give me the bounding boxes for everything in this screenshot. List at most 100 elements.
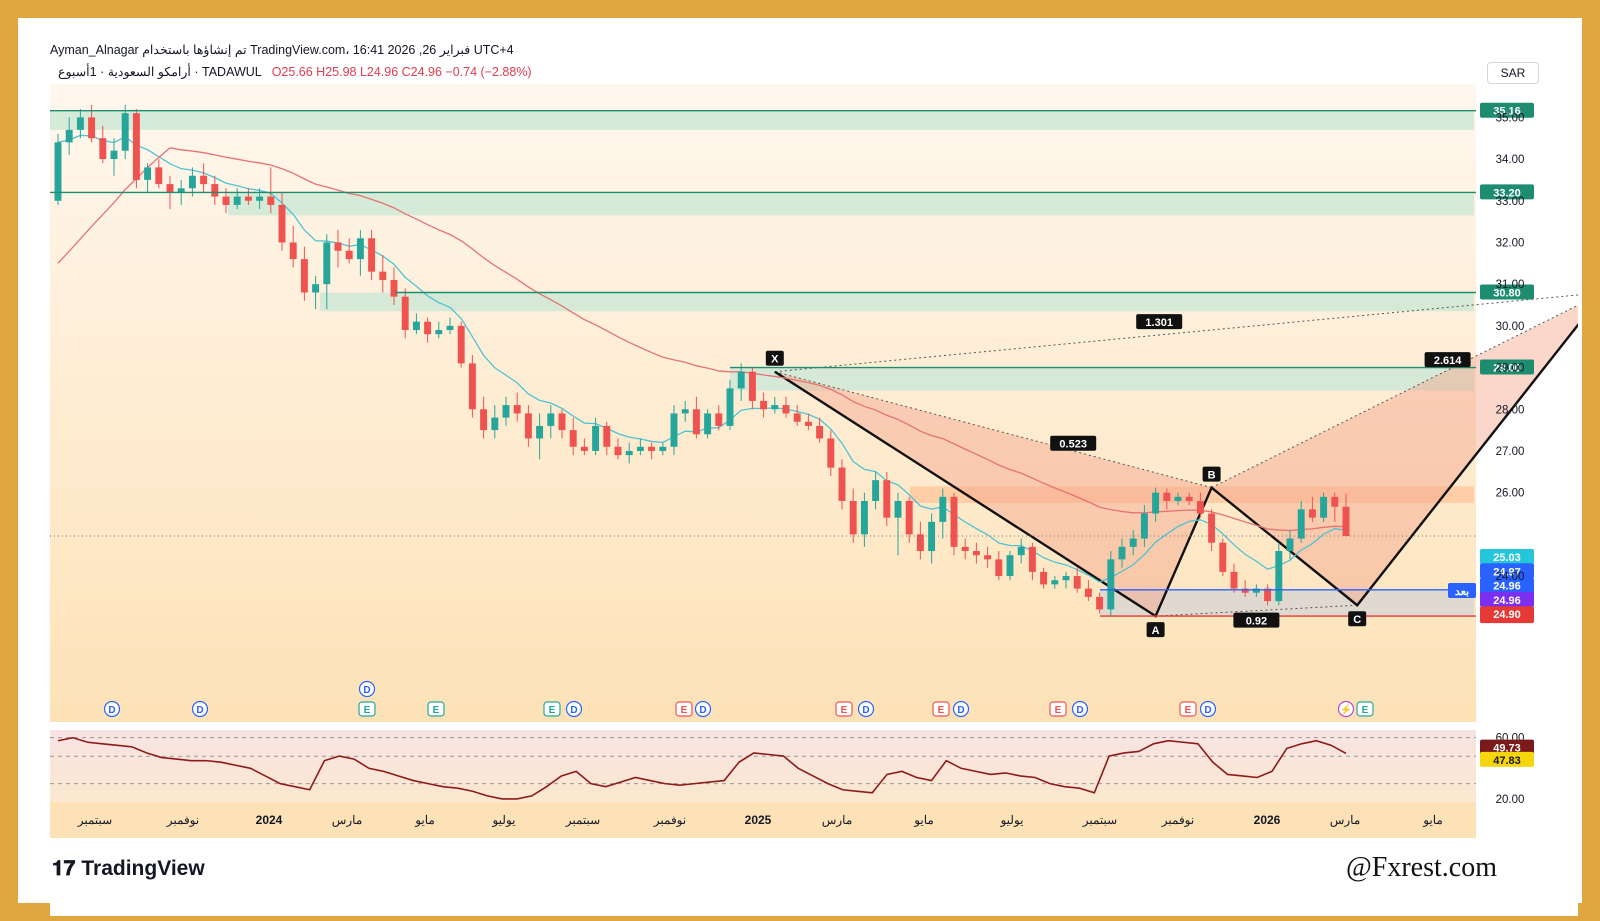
candle	[1264, 584, 1272, 606]
event-label: D	[1204, 705, 1211, 716]
event-marker[interactable]: E	[427, 701, 445, 717]
ratio-label-1: 0.92	[1246, 616, 1267, 628]
event-marker[interactable]: E	[358, 701, 376, 717]
candle	[480, 396, 488, 439]
level-badge-0: 35.16	[1493, 106, 1521, 118]
event-D-circle	[103, 700, 121, 718]
event-marker[interactable]: E	[835, 701, 853, 717]
event-marker[interactable]: E	[932, 701, 950, 717]
event-label: D	[957, 705, 964, 716]
event-marker[interactable]: E	[1179, 701, 1197, 717]
candle-body	[625, 450, 633, 456]
currency-button[interactable]: SAR	[1487, 62, 1539, 84]
ratio-label-3-bg	[1136, 314, 1183, 330]
event-marker[interactable]: D	[1199, 700, 1217, 718]
x-tick-5: يوليو	[491, 813, 515, 827]
event-label: E	[841, 705, 848, 716]
candle	[547, 405, 555, 439]
candle	[379, 254, 387, 293]
candle-body	[345, 250, 353, 260]
event-label: D	[570, 705, 577, 716]
event-marker[interactable]: E	[1356, 701, 1374, 717]
candle-body	[446, 325, 454, 331]
event-label: E	[1362, 705, 1369, 716]
candle	[1152, 487, 1160, 522]
event-D-circle	[191, 700, 209, 718]
candle	[289, 225, 297, 268]
x-tick-11: يوليو	[999, 813, 1023, 827]
candle	[1107, 551, 1115, 617]
candle-body	[793, 413, 801, 422]
candle-body	[244, 196, 252, 201]
candle-body	[356, 238, 364, 260]
candle-body	[1297, 509, 1305, 539]
event-marker[interactable]: ⚡	[1337, 700, 1355, 718]
candle-body	[1308, 509, 1316, 518]
candle	[961, 538, 969, 560]
candle-body	[1185, 496, 1193, 501]
point-B: B	[1208, 470, 1216, 482]
candle-body	[928, 521, 936, 552]
candle-body	[323, 242, 331, 285]
point-A: A	[1152, 625, 1160, 637]
event-label: E	[938, 705, 945, 716]
y-tick-4: 31.00	[1496, 279, 1525, 291]
event-marker[interactable]: D	[565, 700, 583, 718]
candle-body	[121, 113, 129, 151]
candle	[1017, 538, 1025, 564]
event-marker[interactable]: D	[191, 700, 209, 718]
candle-body	[782, 405, 790, 414]
event-marker[interactable]: D	[358, 680, 376, 698]
event-D-circle	[1071, 700, 1089, 718]
event-marker[interactable]: D	[1071, 700, 1089, 718]
price-badge-2-bg	[1480, 577, 1534, 593]
candle-body	[950, 496, 958, 547]
point-B-bg	[1202, 466, 1221, 482]
price-chart[interactable]: 35.1633.2030.8029.0023.6723.0425.0324.97…	[50, 38, 1578, 838]
y-tick-8: 27.00	[1496, 446, 1525, 458]
candle	[569, 417, 577, 456]
event-D-circle	[857, 700, 875, 718]
event-marker[interactable]: D	[857, 700, 875, 718]
price-badge-4-bg	[1480, 606, 1534, 622]
x-tick-9: مارس	[822, 813, 853, 827]
candle	[1208, 509, 1216, 552]
candle-body	[1140, 513, 1148, 539]
event-marker[interactable]: D	[952, 700, 970, 718]
candle-body	[614, 446, 622, 456]
candle-body	[939, 496, 947, 522]
candle-body	[580, 446, 588, 451]
candle	[872, 471, 880, 510]
event-marker[interactable]: E	[675, 701, 693, 717]
candle	[1241, 580, 1249, 597]
level-badge-2: 30.80	[1493, 287, 1521, 299]
candle-body	[1163, 492, 1171, 501]
event-D-circle	[952, 700, 970, 718]
candle	[155, 159, 163, 189]
candle-body	[1286, 538, 1294, 552]
price-badge-0-bg	[1480, 549, 1534, 564]
candle-body	[569, 430, 577, 447]
event-E-box	[1179, 701, 1197, 717]
candle	[1084, 580, 1092, 602]
candle	[356, 229, 364, 276]
candle-body	[1264, 588, 1272, 602]
event-marker[interactable]: E	[1049, 701, 1067, 717]
candle-body	[278, 204, 286, 243]
ratio-label-2-bg	[1424, 352, 1471, 368]
symbol-name[interactable]: أرامكو السعودية · 1أسبوع · TADAWUL	[58, 65, 262, 79]
event-marker[interactable]: D	[694, 700, 712, 718]
event-marker[interactable]: D	[103, 700, 121, 718]
candle-body	[648, 446, 656, 451]
candle-body	[760, 400, 768, 410]
rsi-line	[57, 736, 1347, 800]
candle	[737, 363, 745, 401]
x-tick-10: مايو	[913, 813, 934, 827]
y-tick-3: 32.00	[1496, 237, 1525, 249]
candle	[446, 317, 454, 335]
candle-body	[1051, 580, 1059, 585]
event-marker[interactable]: E	[543, 701, 561, 717]
candle-body	[491, 417, 499, 431]
candle-body	[412, 321, 420, 331]
event-E-box	[427, 701, 445, 717]
